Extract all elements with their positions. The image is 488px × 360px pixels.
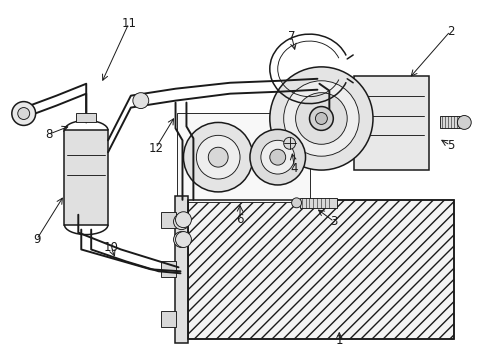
Circle shape — [291, 198, 301, 208]
Text: 4: 4 — [290, 162, 298, 175]
Bar — [299, 198, 337, 208]
Text: 2: 2 — [446, 24, 453, 38]
Circle shape — [208, 147, 228, 167]
Text: 6: 6 — [236, 213, 244, 226]
Text: 8: 8 — [45, 128, 52, 141]
Text: 10: 10 — [103, 241, 118, 254]
Circle shape — [196, 135, 240, 179]
Circle shape — [183, 122, 252, 192]
Text: 5: 5 — [446, 139, 453, 152]
Text: 9: 9 — [33, 233, 41, 246]
Bar — [353, 76, 427, 170]
Text: 1: 1 — [335, 334, 342, 347]
Circle shape — [249, 129, 305, 185]
Circle shape — [315, 113, 326, 125]
Circle shape — [133, 93, 148, 109]
Circle shape — [173, 231, 189, 247]
Circle shape — [269, 67, 372, 170]
Bar — [174, 196, 188, 343]
Circle shape — [283, 81, 358, 156]
Text: 12: 12 — [148, 142, 163, 155]
Circle shape — [18, 108, 30, 120]
Bar — [440, 117, 461, 129]
Bar — [161, 311, 175, 327]
Bar — [188, 200, 453, 339]
Circle shape — [175, 231, 191, 247]
Bar — [161, 261, 175, 277]
Bar — [161, 212, 175, 228]
Circle shape — [295, 93, 346, 144]
Circle shape — [283, 137, 295, 149]
Bar — [76, 113, 96, 122]
Bar — [64, 130, 108, 225]
Circle shape — [260, 140, 294, 174]
Bar — [188, 200, 453, 339]
Circle shape — [456, 116, 470, 129]
Circle shape — [12, 102, 36, 125]
Text: 11: 11 — [121, 17, 136, 30]
Bar — [176, 113, 310, 202]
Circle shape — [173, 214, 189, 230]
Circle shape — [269, 149, 285, 165]
Circle shape — [309, 107, 333, 130]
Text: 3: 3 — [330, 215, 337, 228]
Text: 7: 7 — [287, 30, 295, 42]
Circle shape — [175, 212, 191, 228]
